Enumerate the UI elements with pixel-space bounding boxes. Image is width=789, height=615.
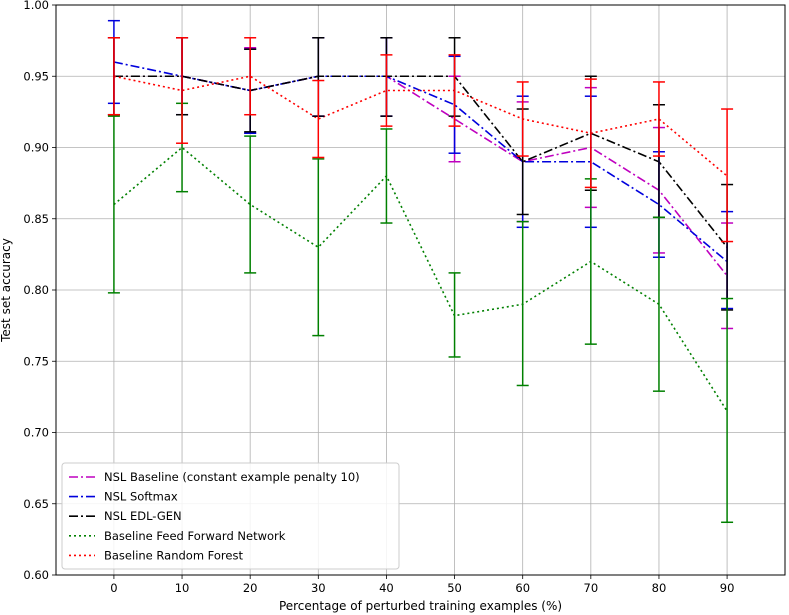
series-line-0: [113, 75, 728, 277]
x-tick-label: 60: [515, 581, 530, 595]
error-bar: [244, 37, 257, 116]
y-tick-label: 0.95: [23, 69, 49, 83]
x-tick-label: 20: [243, 581, 258, 595]
error-bar: [584, 178, 597, 345]
y-tick-label: 0.85: [23, 212, 49, 226]
y-axis-label: Test set accuracy: [0, 238, 13, 343]
x-axis-label: Percentage of perturbed training example…: [279, 599, 562, 613]
error-bar: [516, 220, 529, 387]
legend: NSL Baseline (constant example penalty 1…: [61, 462, 400, 570]
series-line-1: [113, 61, 728, 263]
y-tick-label: 0.60: [23, 568, 49, 582]
legend-label: NSL Softmax: [104, 490, 178, 504]
error-bar: [312, 158, 325, 337]
legend-box: [61, 462, 400, 570]
series-line-3: [113, 146, 728, 412]
error-bar: [448, 272, 461, 358]
error-bar: [516, 81, 529, 157]
legend-entry: Baseline Random Forest: [69, 548, 243, 562]
error-bar: [312, 79, 325, 159]
legend-label: NSL EDL-GEN: [104, 509, 182, 523]
legend-entry: Baseline Feed Forward Network: [69, 529, 286, 543]
x-tick-label: 70: [584, 581, 599, 595]
y-tick-label: 0.70: [23, 426, 49, 440]
error-bar: [244, 135, 257, 274]
legend-entry: NSL EDL-GEN: [69, 509, 182, 523]
y-tick-label: 0.90: [23, 141, 49, 155]
error-bar: [380, 128, 393, 224]
x-tick-label: 90: [720, 581, 735, 595]
error-bar: [721, 108, 734, 243]
errorbar-layer: [107, 19, 734, 524]
x-tick-label: 80: [652, 581, 667, 595]
legend-label: Baseline Feed Forward Network: [104, 529, 286, 543]
x-tick-label: 40: [379, 581, 394, 595]
error-bar: [584, 78, 597, 189]
error-bar: [721, 297, 734, 524]
error-bar: [107, 115, 120, 294]
error-bar: [176, 37, 189, 144]
series-line-2: [113, 75, 728, 248]
legend-label: Baseline Random Forest: [104, 548, 243, 562]
series-layer: [113, 61, 728, 412]
error-bar: [448, 54, 461, 127]
legend-label: NSL Baseline (constant example penalty 1…: [104, 470, 360, 484]
x-tick-label: 50: [447, 581, 462, 595]
y-tick-label: 1.00: [23, 0, 49, 12]
y-tick-label: 0.65: [23, 497, 49, 511]
legend-entry: NSL Softmax: [69, 490, 178, 504]
x-tick-label: 30: [311, 581, 326, 595]
error-bar: [107, 37, 120, 116]
error-bar: [380, 54, 393, 127]
error-bar: [652, 81, 665, 157]
y-tick-label: 0.75: [23, 354, 49, 368]
legend-entry: NSL Baseline (constant example penalty 1…: [69, 470, 360, 484]
x-tick-label: 0: [110, 581, 117, 595]
y-tick-label: 0.80: [23, 283, 49, 297]
error-bar: [652, 216, 665, 392]
x-tick-label: 10: [175, 581, 190, 595]
x-axis-ticks: 0 10 20 30 40 50 60 70 80 90: [110, 575, 734, 595]
y-axis-ticks: 0.60 0.65 0.70 0.75 0.80 0.85 0.90 0.95 1.00: [23, 0, 56, 582]
